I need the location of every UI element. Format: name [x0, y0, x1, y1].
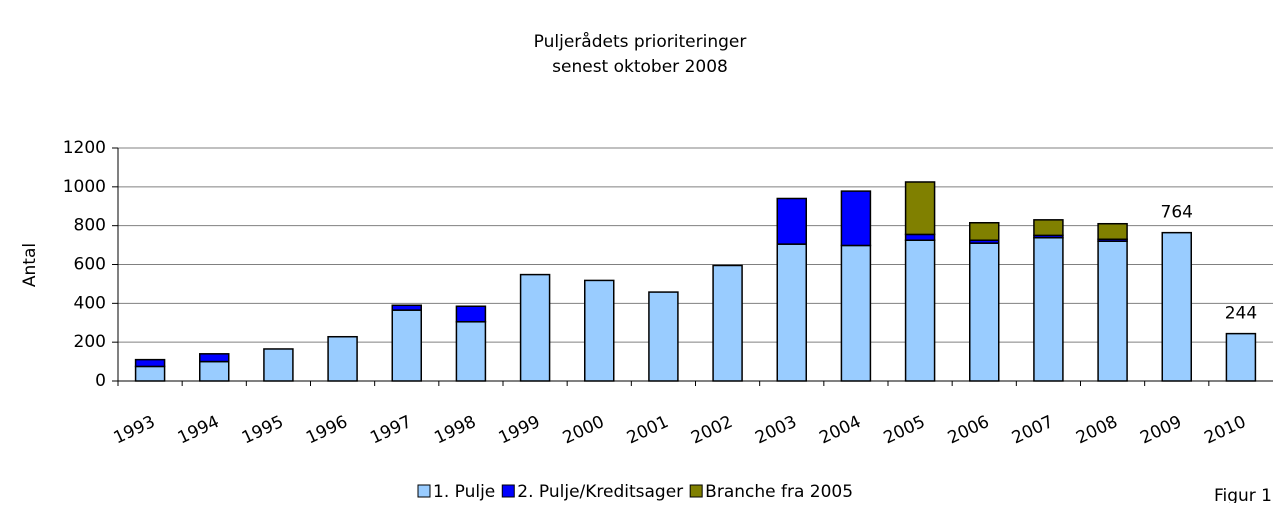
y-tick-label: 1200 — [63, 138, 106, 158]
bar-segment — [1097, 222, 1128, 241]
legend-swatch — [501, 484, 515, 498]
bar-segment — [1097, 240, 1128, 382]
x-tick-label: 2009 — [1137, 412, 1185, 448]
chart-title: Puljerådets prioriteringer — [534, 31, 747, 52]
bar-segment — [1161, 231, 1192, 382]
bar-segment — [519, 273, 551, 382]
footnote: Figur 1 — [1214, 486, 1272, 503]
bar-segment — [776, 197, 807, 245]
bar-segment — [1225, 332, 1257, 382]
x-tick-label: 1993 — [111, 412, 159, 448]
x-tick-label: 2001 — [624, 412, 672, 448]
bar-segment — [648, 291, 679, 382]
bar-segment — [391, 304, 422, 311]
x-tick-label: 2002 — [688, 412, 736, 448]
legend-label: Branche fra 2005 — [705, 482, 853, 502]
bar-segment — [263, 348, 294, 382]
bar-segment — [776, 243, 807, 382]
x-tick-label: 2006 — [945, 412, 993, 448]
data-label: 244 — [1225, 304, 1257, 324]
x-tick-label: 1998 — [431, 412, 479, 448]
bar-segment — [134, 365, 166, 382]
bar-segment — [1033, 236, 1064, 382]
x-tick-label: 2004 — [816, 412, 864, 448]
legend-swatch — [689, 484, 703, 498]
y-axis-label: Antal — [20, 243, 40, 287]
bar-segment — [327, 335, 358, 382]
bar-segment — [134, 358, 166, 368]
y-tick-label: 800 — [74, 216, 106, 236]
y-tick-label: 1000 — [63, 177, 106, 197]
y-tick-label: 400 — [74, 293, 106, 313]
x-tick-label: 2010 — [1201, 412, 1249, 448]
x-tick-label: 2005 — [881, 412, 929, 448]
x-tick-label: 2003 — [752, 412, 800, 448]
y-tick-label: 600 — [74, 255, 106, 275]
x-tick-label: 2008 — [1073, 412, 1121, 448]
x-tick-label: 1997 — [367, 412, 415, 448]
legend-label: 2. Pulje/Kreditsager — [517, 482, 683, 502]
legend-swatch — [417, 484, 431, 498]
legend-label: 1. Pulje — [433, 482, 495, 502]
y-tick-label: 200 — [74, 332, 106, 352]
x-tick-label: 1994 — [175, 412, 223, 448]
bar-segment — [840, 190, 872, 247]
x-tick-label: 2000 — [560, 412, 608, 448]
bar-segment — [840, 244, 872, 382]
bar-segment — [1033, 219, 1064, 237]
bar-segment — [969, 222, 1000, 241]
x-tick-label: 1995 — [239, 412, 287, 448]
x-tick-label: 1996 — [303, 412, 351, 448]
bar-segment — [584, 279, 615, 382]
bar-segment — [712, 264, 743, 382]
bar-segment — [455, 305, 487, 323]
chart-subtitle: senest oktober 2008 — [552, 57, 728, 77]
bar-segment — [904, 181, 936, 236]
bar-segment — [199, 353, 230, 363]
x-tick-label: 2007 — [1009, 412, 1057, 448]
bar-segment — [904, 239, 936, 382]
x-tick-label: 1999 — [496, 412, 544, 448]
bar-segment — [904, 233, 936, 241]
data-label: 764 — [1161, 203, 1193, 223]
bar-segment — [969, 242, 1000, 382]
bar-segment — [455, 321, 487, 382]
bar-segment — [391, 309, 422, 382]
y-tick-label: 0 — [95, 371, 106, 391]
bar-segment — [199, 360, 230, 382]
